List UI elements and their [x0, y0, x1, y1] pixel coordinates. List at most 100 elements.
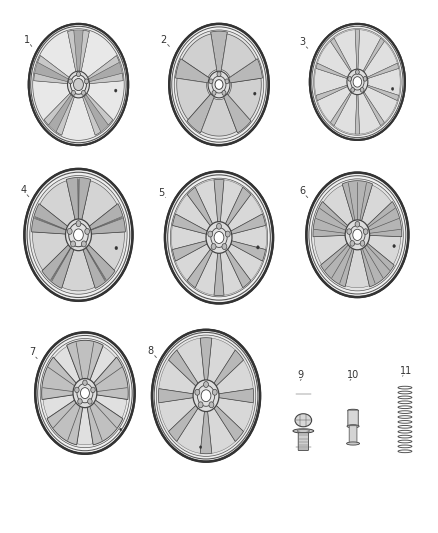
Ellipse shape	[254, 92, 256, 95]
Ellipse shape	[347, 229, 351, 235]
Ellipse shape	[156, 335, 256, 456]
Polygon shape	[187, 92, 215, 133]
Ellipse shape	[295, 414, 311, 427]
Ellipse shape	[78, 399, 82, 404]
Polygon shape	[42, 357, 78, 400]
Ellipse shape	[311, 179, 403, 291]
Polygon shape	[79, 30, 89, 73]
Polygon shape	[330, 38, 352, 73]
Polygon shape	[88, 204, 125, 234]
Ellipse shape	[71, 75, 86, 94]
Polygon shape	[177, 78, 210, 120]
Polygon shape	[225, 187, 251, 227]
Polygon shape	[82, 95, 101, 135]
Ellipse shape	[222, 91, 226, 95]
Ellipse shape	[209, 79, 213, 84]
Ellipse shape	[33, 29, 124, 140]
Polygon shape	[32, 232, 69, 270]
Ellipse shape	[165, 172, 273, 303]
Polygon shape	[355, 30, 360, 70]
Polygon shape	[176, 195, 211, 232]
Ellipse shape	[360, 240, 365, 246]
Ellipse shape	[392, 87, 394, 90]
Polygon shape	[201, 98, 237, 136]
Polygon shape	[177, 407, 205, 453]
Polygon shape	[360, 242, 394, 287]
Polygon shape	[314, 236, 348, 264]
Ellipse shape	[208, 71, 230, 98]
Ellipse shape	[120, 429, 122, 431]
Polygon shape	[225, 248, 251, 288]
Polygon shape	[231, 225, 267, 249]
Ellipse shape	[198, 385, 215, 406]
Polygon shape	[364, 86, 397, 123]
Polygon shape	[230, 214, 265, 235]
Polygon shape	[366, 63, 399, 79]
Ellipse shape	[169, 24, 269, 145]
Polygon shape	[364, 42, 397, 78]
Polygon shape	[215, 360, 253, 394]
Polygon shape	[44, 92, 75, 135]
Ellipse shape	[217, 72, 221, 77]
Ellipse shape	[91, 387, 95, 393]
Ellipse shape	[310, 24, 405, 140]
Ellipse shape	[193, 380, 219, 411]
Ellipse shape	[350, 225, 365, 244]
Ellipse shape	[225, 79, 229, 84]
Ellipse shape	[200, 446, 202, 448]
Ellipse shape	[347, 425, 359, 428]
Polygon shape	[182, 34, 217, 77]
Polygon shape	[169, 350, 199, 387]
Polygon shape	[361, 185, 392, 227]
Polygon shape	[200, 338, 212, 381]
Ellipse shape	[67, 71, 89, 98]
Polygon shape	[323, 185, 353, 227]
Ellipse shape	[67, 229, 72, 235]
Polygon shape	[363, 38, 384, 73]
Ellipse shape	[81, 91, 85, 95]
Polygon shape	[88, 73, 123, 84]
Ellipse shape	[208, 231, 213, 237]
Polygon shape	[92, 357, 128, 400]
Polygon shape	[56, 95, 75, 135]
Ellipse shape	[76, 221, 81, 227]
Polygon shape	[87, 398, 123, 445]
Polygon shape	[85, 92, 113, 125]
Polygon shape	[367, 68, 400, 95]
Polygon shape	[355, 93, 360, 134]
Polygon shape	[159, 360, 197, 394]
FancyBboxPatch shape	[348, 410, 358, 426]
Polygon shape	[66, 177, 91, 222]
Polygon shape	[195, 180, 218, 225]
Polygon shape	[34, 55, 70, 84]
Polygon shape	[87, 55, 119, 79]
Ellipse shape	[81, 387, 89, 399]
Polygon shape	[318, 42, 351, 78]
Ellipse shape	[215, 79, 223, 90]
Ellipse shape	[345, 220, 370, 250]
Polygon shape	[44, 92, 72, 125]
Polygon shape	[195, 250, 218, 295]
Ellipse shape	[393, 245, 396, 248]
Ellipse shape	[74, 387, 79, 393]
Polygon shape	[227, 59, 262, 83]
Ellipse shape	[85, 229, 90, 235]
Ellipse shape	[174, 30, 264, 139]
Polygon shape	[223, 92, 251, 133]
Ellipse shape	[348, 77, 352, 81]
Ellipse shape	[206, 222, 232, 253]
Polygon shape	[47, 398, 83, 445]
Ellipse shape	[293, 429, 314, 433]
Ellipse shape	[306, 173, 408, 297]
Polygon shape	[176, 244, 211, 280]
Polygon shape	[220, 250, 243, 295]
Text: 2: 2	[161, 35, 167, 45]
Ellipse shape	[170, 178, 268, 297]
Polygon shape	[89, 346, 116, 385]
Ellipse shape	[355, 222, 360, 227]
Ellipse shape	[363, 77, 367, 81]
Polygon shape	[228, 78, 261, 120]
FancyBboxPatch shape	[349, 426, 357, 443]
Ellipse shape	[114, 89, 117, 92]
Polygon shape	[367, 236, 401, 264]
